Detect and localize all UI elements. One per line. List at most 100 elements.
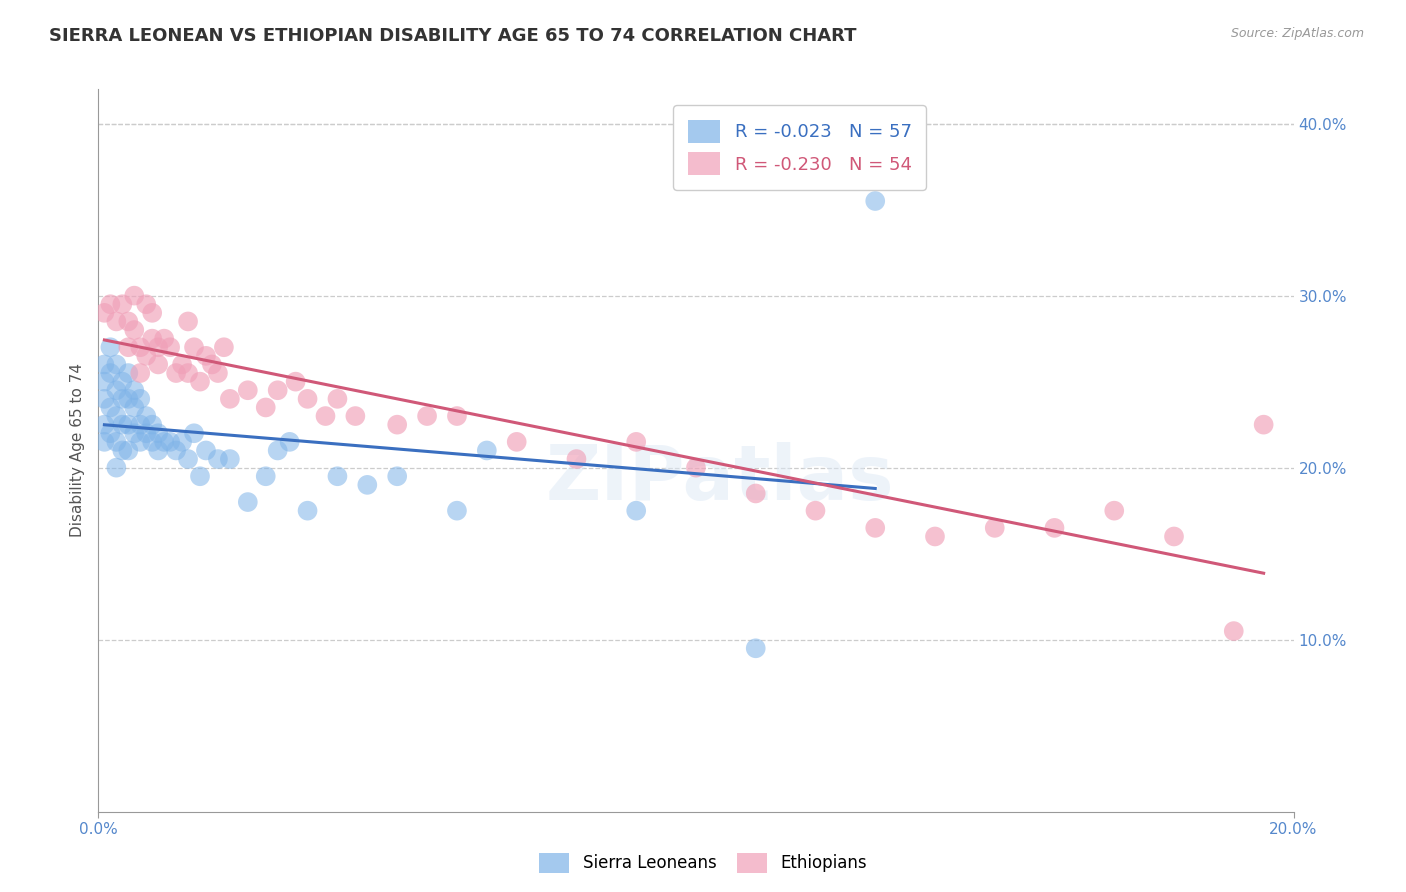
Point: [165, 443, 187, 458]
Point: [124, 401, 146, 415]
Point: [183, 426, 205, 441]
Point: [207, 452, 229, 467]
Point: [135, 349, 157, 363]
Point: [117, 366, 139, 380]
Point: [117, 392, 139, 406]
Point: [124, 288, 146, 302]
Point: [98, 426, 122, 441]
Point: [924, 529, 946, 543]
Text: Source: ZipAtlas.com: Source: ZipAtlas.com: [1230, 27, 1364, 40]
Point: [278, 434, 301, 449]
Point: [159, 434, 181, 449]
Point: [475, 443, 498, 458]
Point: [254, 401, 277, 415]
Point: [326, 469, 349, 483]
Point: [93, 375, 115, 389]
Point: [195, 349, 218, 363]
Point: [93, 358, 115, 372]
Point: [177, 366, 200, 380]
Point: [111, 443, 134, 458]
Point: [326, 392, 349, 406]
Point: [219, 392, 242, 406]
Point: [745, 641, 768, 656]
Point: [135, 426, 157, 441]
Point: [129, 434, 152, 449]
Point: [804, 503, 827, 517]
Point: [148, 426, 170, 441]
Point: [236, 495, 259, 509]
Point: [416, 409, 439, 423]
Point: [195, 443, 218, 458]
Point: [183, 340, 205, 354]
Point: [141, 417, 163, 432]
Point: [111, 417, 134, 432]
Point: [626, 503, 648, 517]
Point: [98, 297, 122, 311]
Point: [984, 521, 1007, 535]
Point: [124, 384, 146, 398]
Point: [141, 306, 163, 320]
Point: [148, 358, 170, 372]
Text: SIERRA LEONEAN VS ETHIOPIAN DISABILITY AGE 65 TO 74 CORRELATION CHART: SIERRA LEONEAN VS ETHIOPIAN DISABILITY A…: [49, 27, 856, 45]
Point: [93, 392, 115, 406]
Point: [117, 417, 139, 432]
Point: [124, 426, 146, 441]
Text: ZIPatlas: ZIPatlas: [546, 442, 894, 516]
Point: [111, 297, 134, 311]
Point: [267, 443, 290, 458]
Legend: R = -0.023   N = 57, R = -0.230   N = 54: R = -0.023 N = 57, R = -0.230 N = 54: [673, 105, 927, 190]
Point: [153, 434, 176, 449]
Point: [117, 314, 139, 328]
Point: [565, 452, 588, 467]
Point: [117, 340, 139, 354]
Point: [188, 469, 211, 483]
Point: [105, 358, 128, 372]
Point: [148, 340, 170, 354]
Point: [177, 314, 200, 328]
Point: [1253, 417, 1275, 432]
Point: [267, 384, 290, 398]
Point: [141, 332, 163, 346]
Point: [93, 306, 115, 320]
Point: [129, 392, 152, 406]
Point: [385, 417, 409, 432]
Point: [135, 297, 157, 311]
Point: [141, 434, 163, 449]
Point: [105, 460, 128, 475]
Point: [111, 392, 134, 406]
Point: [105, 314, 128, 328]
Point: [105, 434, 128, 449]
Point: [1223, 624, 1246, 639]
Point: [117, 443, 139, 458]
Point: [111, 375, 134, 389]
Point: [201, 358, 224, 372]
Point: [129, 417, 152, 432]
Point: [385, 469, 409, 483]
Point: [297, 503, 319, 517]
Point: [446, 503, 468, 517]
Point: [745, 486, 768, 500]
Point: [135, 409, 157, 423]
Point: [356, 478, 378, 492]
Point: [865, 194, 887, 208]
Point: [685, 460, 707, 475]
Point: [1104, 503, 1126, 517]
Point: [297, 392, 319, 406]
Point: [177, 452, 200, 467]
Point: [446, 409, 468, 423]
Point: [506, 434, 529, 449]
Point: [344, 409, 367, 423]
Point: [865, 521, 887, 535]
Legend: Sierra Leoneans, Ethiopians: Sierra Leoneans, Ethiopians: [533, 847, 873, 880]
Point: [626, 434, 648, 449]
Point: [93, 417, 115, 432]
Point: [124, 323, 146, 337]
Point: [207, 366, 229, 380]
Point: [165, 366, 187, 380]
Point: [159, 340, 181, 354]
Point: [172, 434, 194, 449]
Point: [236, 384, 259, 398]
Point: [219, 452, 242, 467]
Point: [153, 332, 176, 346]
Y-axis label: Disability Age 65 to 74: Disability Age 65 to 74: [70, 363, 86, 538]
